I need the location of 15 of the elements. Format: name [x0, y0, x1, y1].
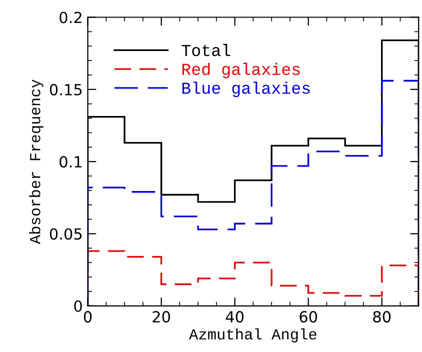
y-tick-label: 0.1 [60, 156, 82, 168]
legend-label: Total [182, 44, 230, 56]
legend-label: Red galaxies [182, 62, 300, 78]
x-tick-label: 40 [226, 311, 244, 323]
y-axis-title: Absorber Frequency [29, 80, 44, 244]
x-tick-label: 0 [84, 311, 92, 323]
x-tick-label: 20 [152, 311, 170, 323]
legend-label: Blue galaxies [182, 82, 310, 98]
y-tick-label: 0.2 [60, 12, 82, 24]
x-axis-title: Azmuthal Angle [189, 328, 316, 343]
y-tick-label: 0.15 [50, 84, 82, 96]
x-tick-label: 60 [300, 311, 318, 323]
x-tick-label: 80 [373, 311, 391, 323]
y-tick-label: 0.05 [50, 228, 82, 240]
y-tick-label: 0 [74, 300, 82, 312]
